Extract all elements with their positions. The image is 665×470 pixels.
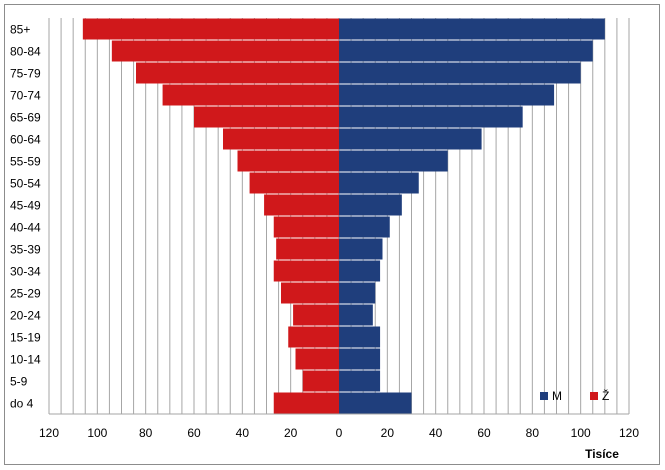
y-tick-label: do 4 [10,397,34,411]
x-tick-label: 100 [571,426,591,440]
bar-female-60-64 [223,128,339,150]
bar-female-55-59 [237,150,339,172]
legend-label: Ž [602,388,609,403]
y-tick-label: 15-19 [10,331,41,345]
bar-female-5-9 [302,370,339,392]
bar-male-15-19 [339,326,381,348]
y-tick-label: 25-29 [10,287,41,301]
y-tick-label: 45-49 [10,199,41,213]
y-tick-label: 5-9 [10,375,28,389]
x-tick-label: 60 [477,426,491,440]
bar-male-25-29 [339,282,376,304]
x-tick-label: 20 [381,426,395,440]
bar-male-75-79 [339,62,581,84]
legend-swatch [590,392,598,400]
legend-swatch [540,392,548,400]
chart-frame: 85+ 80-84 75-79 70-74 65-69 60-64 55-59 50-54 45… [4,4,660,465]
x-tick-label: 0 [336,426,343,440]
bar-female-do-4 [273,392,339,414]
y-tick-label: 10-14 [10,353,41,367]
y-tick-label: 65-69 [10,111,41,125]
bar-female-25-29 [281,282,339,304]
x-tick-label: 40 [236,426,250,440]
y-tick-label: 70-74 [10,89,41,103]
x-tick-label: 120 [39,426,59,440]
y-tick-label: 75-79 [10,67,41,81]
y-tick-label: 60-64 [10,133,41,147]
bar-female-30-34 [273,260,339,282]
bar-female-10-14 [295,348,339,370]
bar-female-75-79 [136,62,339,84]
bar-male-80-84 [339,40,593,62]
population-pyramid-chart: 85+ 80-84 75-79 70-74 65-69 60-64 55-59 50-54 45… [10,18,639,461]
bar-male-5-9 [339,370,381,392]
bar-female-40-44 [273,216,339,238]
y-tick-label: 50-54 [10,177,41,191]
x-tick-label: 100 [87,426,107,440]
bar-female-45-49 [264,194,339,216]
bar-male-65-69 [339,106,523,128]
legend-label: M [552,389,562,403]
bar-female-50-54 [249,172,339,194]
x-tick-label: 120 [619,426,639,440]
bar-female-35-39 [276,238,339,260]
y-tick-label: 20-24 [10,309,41,323]
x-tick-label: 80 [139,426,153,440]
bar-male-40-44 [339,216,390,238]
bar-male-20-24 [339,304,373,326]
bar-female-85- [82,18,339,40]
y-tick-label: 85+ [10,23,30,37]
bar-female-20-24 [293,304,339,326]
bar-male-10-14 [339,348,381,370]
bar-male-do-4 [339,392,412,414]
bar-male-85- [339,18,605,40]
bar-female-80-84 [111,40,339,62]
bar-male-45-49 [339,194,402,216]
x-tick-label: 40 [429,426,443,440]
bar-male-60-64 [339,128,482,150]
bar-male-30-34 [339,260,381,282]
bar-male-50-54 [339,172,419,194]
x-tick-label: 80 [526,426,540,440]
y-tick-label: 80-84 [10,45,41,59]
x-tick-label: 20 [284,426,298,440]
bar-female-15-19 [288,326,339,348]
bar-female-65-69 [194,106,339,128]
x-tick-label: 60 [187,426,201,440]
bar-female-70-74 [162,84,339,106]
y-tick-label: 30-34 [10,265,41,279]
y-tick-label: 55-59 [10,155,41,169]
y-tick-label: 40-44 [10,221,41,235]
y-tick-label: 35-39 [10,243,41,257]
bar-male-55-59 [339,150,448,172]
bar-male-35-39 [339,238,383,260]
bar-male-70-74 [339,84,555,106]
x-axis-title: Tisíce [585,447,619,461]
